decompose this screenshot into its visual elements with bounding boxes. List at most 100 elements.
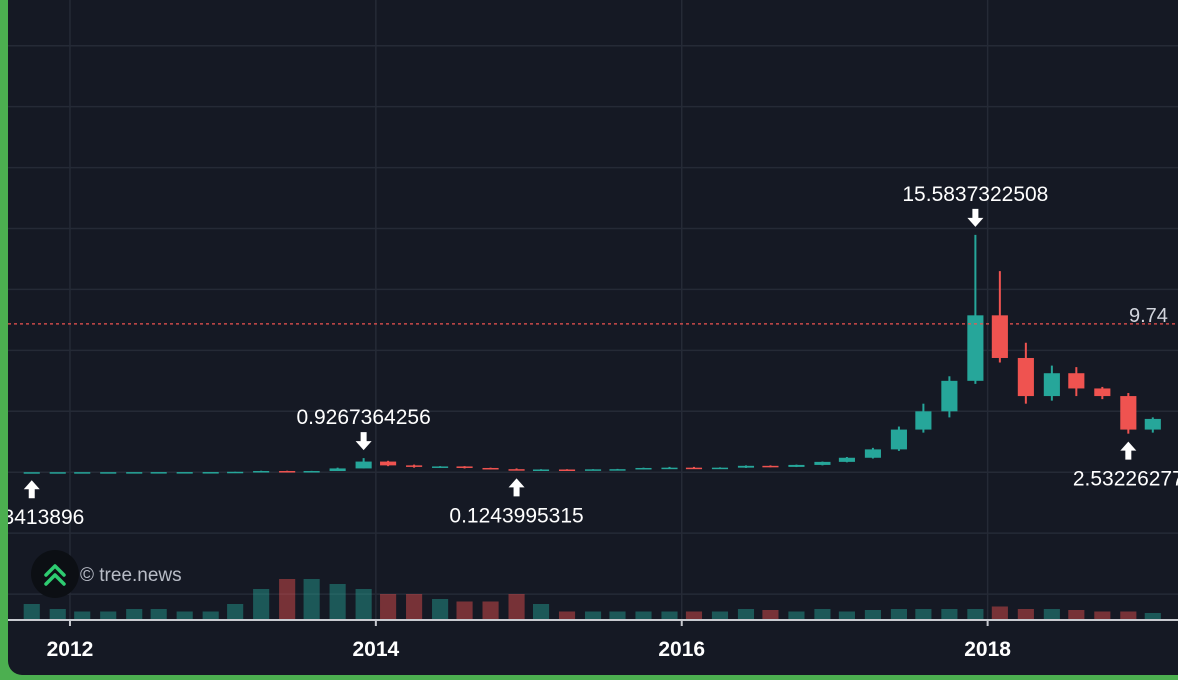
candle-body (685, 467, 703, 470)
candle-body (1120, 396, 1137, 430)
candle-body (150, 472, 167, 474)
candle-body (711, 467, 729, 470)
x-tick-label: 2012 (47, 638, 94, 661)
candle-body (23, 472, 40, 474)
x-tick-label: 2018 (964, 638, 1011, 661)
watermark: © tree.news (80, 565, 182, 586)
volume-bar (558, 611, 576, 619)
annotation-label: 0.1243995315 (449, 504, 583, 527)
candles (23, 234, 1161, 474)
volume-bar (303, 579, 320, 619)
volume-bar (176, 611, 193, 619)
candle-body (967, 315, 984, 381)
annotation-arrow (967, 208, 984, 227)
volume-bar (1144, 613, 1161, 619)
candle-body (227, 471, 244, 474)
candle-body (303, 471, 320, 473)
candle-body (49, 472, 66, 474)
annotation: 013413896 (8, 480, 84, 529)
volume-bar (100, 611, 117, 619)
candle-body (1043, 373, 1060, 397)
candle-body (253, 471, 270, 473)
volume-bar (74, 611, 91, 619)
volume-bar (864, 610, 881, 619)
candle-body (329, 468, 346, 472)
candle-body (176, 472, 193, 474)
annotation-label: 013413896 (8, 506, 84, 529)
candle-body (558, 469, 576, 471)
annotation-label: 15.5837322508 (902, 183, 1048, 206)
volume-bar (890, 609, 907, 619)
volume-bar (737, 609, 755, 619)
volume-bar (762, 610, 779, 619)
candle-body (406, 465, 423, 467)
candle-body (1017, 357, 1034, 397)
logo (31, 550, 79, 598)
volume-bar (202, 611, 219, 619)
candle-body (991, 315, 1008, 358)
candle-body (814, 461, 831, 465)
volume-bar (1068, 610, 1085, 619)
candle-body (915, 411, 932, 430)
candle-body (838, 457, 855, 462)
candle-body (355, 461, 372, 469)
volume-bar (711, 611, 729, 619)
candle-body (737, 465, 755, 468)
candle-body (890, 429, 907, 450)
candle-body (762, 465, 779, 468)
chart-frame: 9.74 15.5837322508 0.9267364256 0.124399531… (8, 0, 1178, 675)
candle-body (941, 380, 958, 412)
volume-bar (685, 611, 703, 619)
annotation-arrow (508, 478, 525, 497)
annotation: 0.1243995315 (449, 478, 584, 527)
candle-body (635, 467, 652, 470)
candle-body (380, 461, 397, 466)
annotation: 15.5837322508 (902, 183, 1048, 227)
volume-bar (661, 611, 678, 619)
volume-bar (991, 606, 1008, 619)
candle-body (1144, 418, 1161, 430)
candle-body (100, 472, 117, 474)
volume-bar (406, 594, 423, 619)
volume-bar (49, 609, 66, 619)
annotation: 0.9267364256 (296, 406, 431, 451)
annotation-label: 0.9267364256 (296, 406, 430, 429)
volume-bar (838, 611, 855, 619)
candle-body (74, 472, 91, 474)
volume-bar (456, 601, 473, 619)
candle-body (661, 467, 678, 470)
volume-bar (432, 599, 449, 619)
volume-bar (635, 611, 652, 619)
volume-bar (532, 604, 550, 619)
volume-bar (584, 611, 602, 619)
x-tick-label: 2016 (658, 638, 705, 661)
candle-body (508, 469, 525, 471)
candle-body (126, 472, 143, 474)
volume-bars (23, 579, 1161, 619)
volume-bar (508, 594, 525, 619)
x-tick-label: 2014 (352, 638, 399, 661)
candle-body (1094, 388, 1111, 397)
candle-body (532, 469, 550, 471)
candle-body (864, 449, 881, 458)
candle-body (202, 472, 219, 474)
volume-bar (1043, 609, 1060, 619)
candle-body (1068, 373, 1085, 389)
annotation: 2.53226277 (1073, 441, 1178, 491)
volume-bar (1120, 611, 1137, 619)
volume-bar (788, 611, 805, 619)
annotation-label: 2.53226277 (1073, 468, 1178, 491)
volume-bar (941, 609, 958, 619)
annotation-arrow (355, 432, 372, 451)
volume-bar (150, 609, 167, 619)
annotation-arrow (23, 480, 40, 499)
volume-bar (329, 584, 346, 619)
candle-body (482, 467, 499, 470)
volume-bar (23, 604, 40, 619)
price-line-label: 9.74 (1129, 305, 1168, 327)
volume-bar (253, 589, 270, 619)
logo-chevrons (44, 564, 66, 586)
candle-body (584, 469, 602, 471)
candle-body (609, 469, 626, 471)
volume-bar (814, 609, 831, 619)
